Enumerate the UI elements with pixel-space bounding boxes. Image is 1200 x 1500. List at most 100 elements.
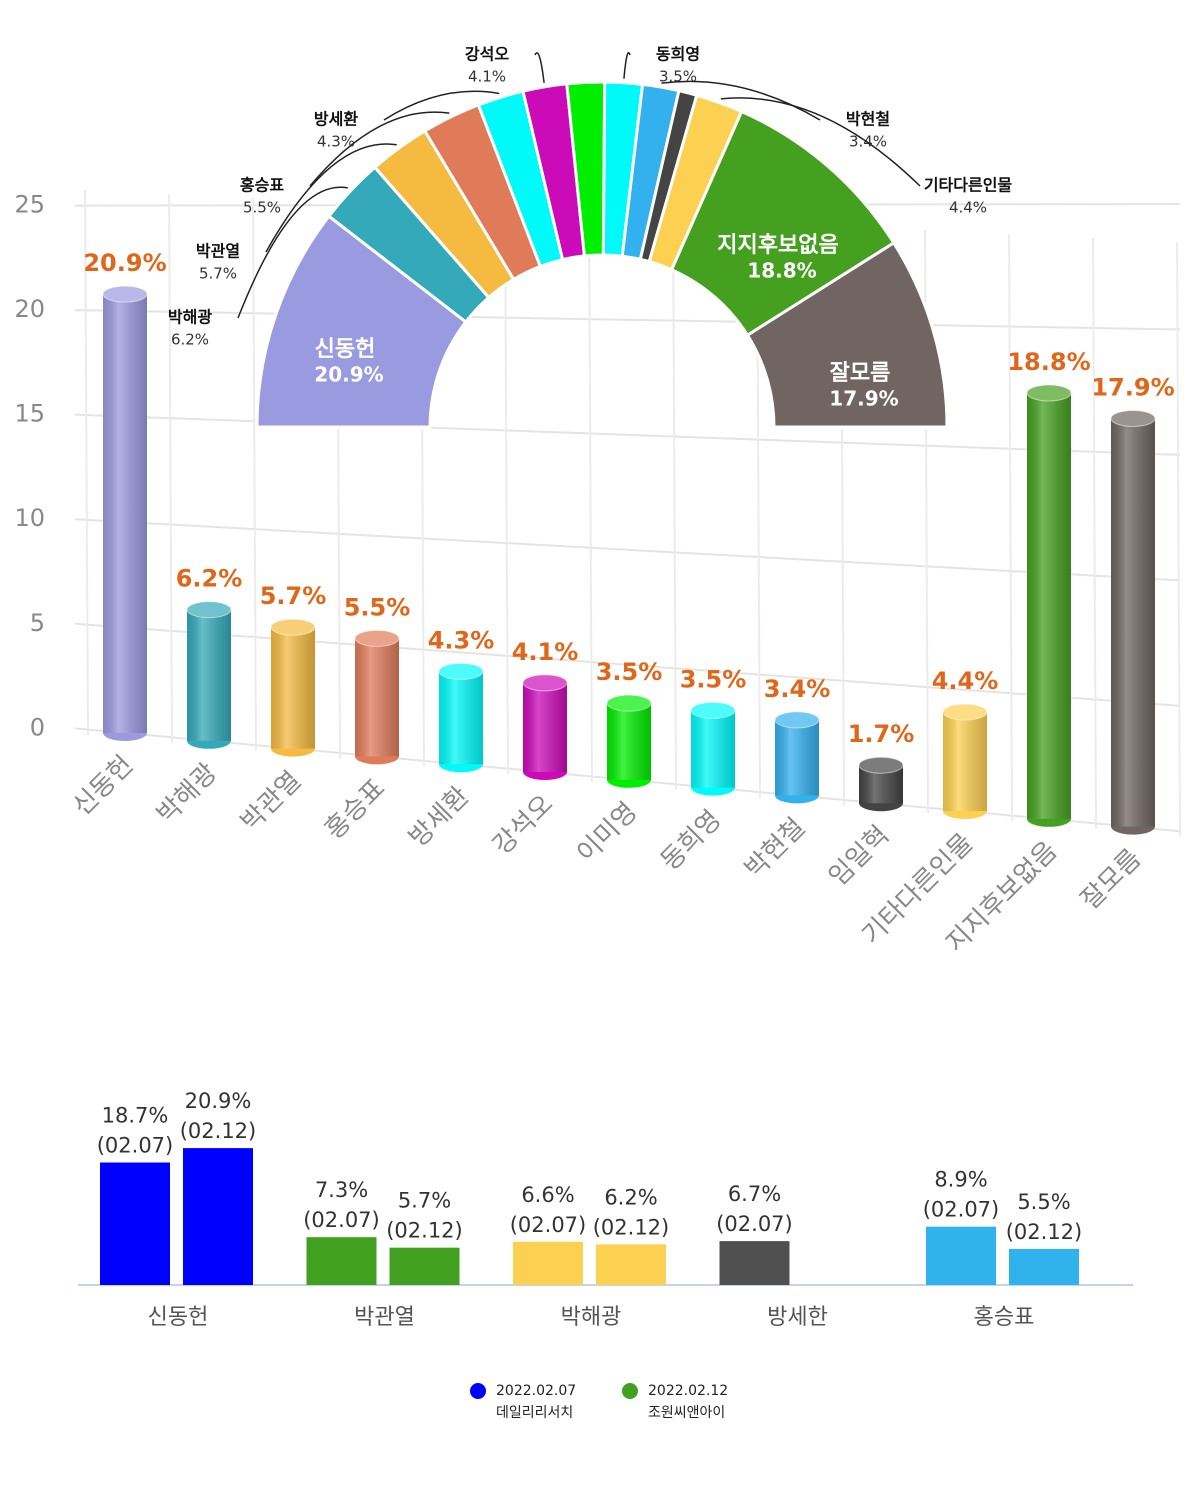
bar-cap-light (103, 286, 147, 303)
slice-label: 강석오 (465, 45, 509, 64)
legend-marker (470, 1383, 486, 1399)
value-label: 5.7% (260, 582, 327, 610)
y-tick-label: 25 (14, 191, 45, 219)
y-tick-label: 10 (14, 504, 45, 532)
bar-cap (1110, 409, 1156, 427)
value-label: 3.4% (764, 675, 831, 703)
bar-shade (355, 638, 399, 757)
bar-cap (1026, 384, 1072, 402)
bar-cap (186, 601, 232, 619)
slice-label: 방세환 (314, 110, 358, 129)
value-label: 6.6% (02.07) (510, 1183, 587, 1237)
slice-label: 박현철 (846, 110, 890, 129)
bar-cap-light (271, 619, 315, 636)
y-tick-label: 20 (14, 295, 45, 323)
value-label: 6.2% (02.12) (593, 1185, 670, 1239)
bar-shade (439, 671, 483, 765)
bar (1009, 1248, 1079, 1285)
slice-value: 5.7% (199, 265, 237, 283)
bar (183, 1148, 253, 1285)
bar-cap-light (859, 757, 903, 774)
value-label: 20.9% (83, 249, 166, 277)
cylinder-chart: 051015202520.9%신동헌6.2%박해광5.7%박관열5.5%홍승표4… (14, 189, 1181, 959)
x-tick-label: 임일혁 (823, 820, 895, 892)
bar (513, 1241, 583, 1285)
x-tick-label: 박현철 (739, 812, 811, 884)
value-label: 5.7% (02.12) (386, 1189, 463, 1243)
grid-column (504, 209, 509, 775)
bar-cap-light (439, 663, 483, 680)
legend-marker (622, 1383, 638, 1399)
x-tick-label: 박관열 (235, 766, 307, 838)
value-label: 1.7% (848, 720, 915, 748)
bar-shade (523, 682, 567, 772)
bar-shade (943, 712, 987, 811)
bar-shade (1111, 418, 1155, 827)
bar (100, 1162, 170, 1285)
x-tick-label: 이미영 (571, 797, 643, 869)
grid-column (1176, 241, 1181, 837)
leader-line (720, 97, 921, 187)
legend-label: 2022.02.12 (648, 1383, 728, 1399)
y-tick-label: 15 (14, 400, 45, 428)
grid-column (168, 193, 173, 743)
x-tick-label: 동희영 (655, 805, 727, 877)
value-label: 7.3% (02.07) (303, 1178, 380, 1232)
y-tick-label: 5 (30, 609, 45, 637)
grid-column (672, 217, 677, 790)
x-tick-label: 방세환 (403, 781, 475, 853)
bar-shade (607, 703, 651, 780)
bar-cap-light (943, 704, 987, 720)
leader-line (661, 80, 821, 121)
slice-label: 신동헌 (315, 337, 376, 362)
x-tick-label: 신동헌 (67, 750, 139, 822)
bar-shade (775, 719, 819, 796)
value-label: 17.9% (1091, 373, 1174, 401)
slice-value: 4.1% (468, 68, 506, 86)
x-tick-label: 박해광 (151, 758, 223, 830)
bar-cap-light (523, 674, 567, 691)
slice-label: 박관열 (196, 242, 240, 261)
bar-shade (271, 627, 315, 749)
comparison-chart: 신동헌 18.7% (02.07)20.9% (02.12) 박관열 7.3% (02.07… (78, 1089, 1133, 1421)
slice-label: 박해광 (168, 308, 212, 327)
bar-cap-light (691, 702, 735, 719)
bar-cap (774, 711, 820, 729)
value-label: 4.1% (512, 638, 579, 666)
y-tick-label: 0 (30, 713, 45, 741)
bar-shade (1027, 392, 1071, 819)
slice-value: 18.8% (747, 259, 816, 283)
slice-value: 3.4% (849, 133, 887, 151)
leader-line (265, 143, 397, 253)
x-tick-label: 홍승표 (974, 1305, 1035, 1330)
bar (389, 1247, 460, 1285)
slice-value: 4.4% (949, 199, 987, 217)
bar-cap-light (1027, 384, 1071, 401)
value-label: 18.8% (1007, 348, 1090, 376)
x-tick-label: 박관열 (354, 1305, 415, 1330)
leader-line (383, 90, 500, 121)
leader-line (237, 186, 348, 319)
x-tick-label: 신동헌 (148, 1305, 209, 1330)
slice-label: 잘모름 (830, 361, 891, 386)
slice-label: 기타다른인물 (924, 176, 1013, 195)
bar-shade (187, 609, 231, 741)
x-tick-label: 방세한 (767, 1305, 828, 1330)
slice-value: 17.9% (829, 387, 898, 411)
bar (306, 1237, 377, 1285)
grid-line (74, 622, 1181, 707)
grid-line (74, 309, 1181, 331)
bar-shade (691, 710, 735, 788)
grid-line (74, 518, 1181, 582)
bar-cap (102, 285, 148, 303)
leader-line (534, 52, 545, 83)
value-label: 18.7% (02.07) (97, 1104, 174, 1158)
slice-value: 4.3% (317, 133, 355, 151)
bar-cap-light (355, 630, 399, 647)
leader-line (309, 111, 450, 187)
legend-source: 조원씨앤아이 (648, 1405, 725, 1421)
slice-value: 20.9% (314, 363, 383, 387)
value-label: 6.7% (02.07) (716, 1182, 793, 1236)
